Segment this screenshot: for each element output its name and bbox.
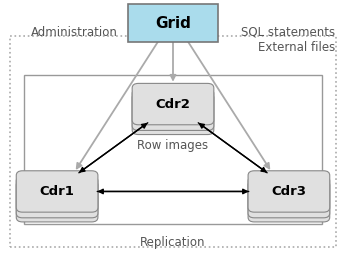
- FancyBboxPatch shape: [248, 171, 330, 212]
- Text: Grid: Grid: [155, 16, 191, 31]
- Text: Cdr2: Cdr2: [156, 98, 190, 111]
- Text: Administration: Administration: [31, 26, 118, 39]
- Text: Row images: Row images: [137, 139, 209, 152]
- FancyBboxPatch shape: [16, 176, 98, 218]
- Text: Cdr1: Cdr1: [40, 185, 74, 198]
- Text: Cdr3: Cdr3: [271, 185, 307, 198]
- FancyBboxPatch shape: [248, 176, 330, 218]
- FancyBboxPatch shape: [248, 180, 330, 222]
- Text: SQL statements
External files: SQL statements External files: [242, 26, 336, 54]
- FancyBboxPatch shape: [16, 180, 98, 222]
- FancyBboxPatch shape: [24, 75, 322, 224]
- FancyBboxPatch shape: [128, 4, 218, 42]
- FancyBboxPatch shape: [16, 171, 98, 212]
- FancyBboxPatch shape: [132, 89, 214, 131]
- FancyBboxPatch shape: [132, 93, 214, 135]
- Text: Replication: Replication: [140, 236, 206, 249]
- FancyBboxPatch shape: [132, 83, 214, 125]
